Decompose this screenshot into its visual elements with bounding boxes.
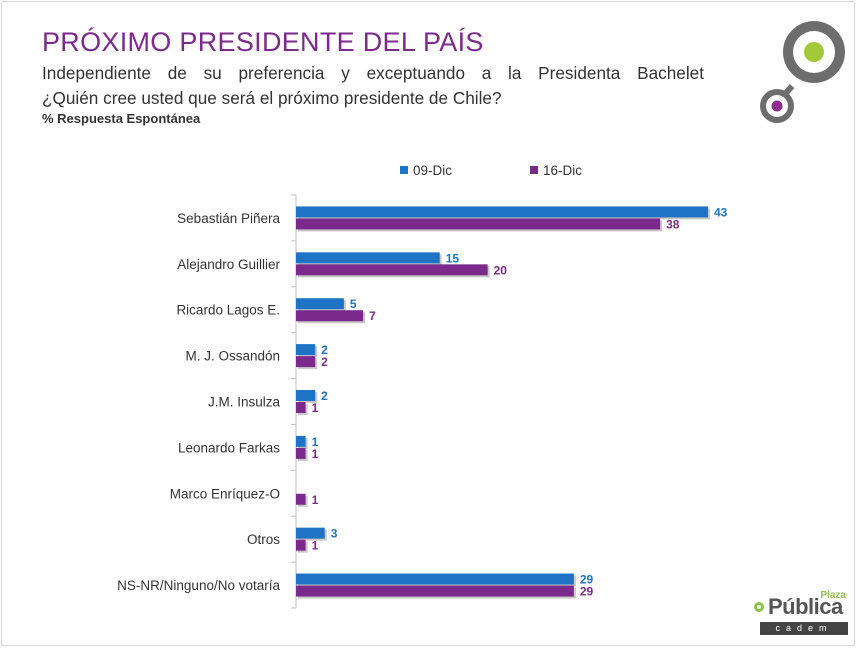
legend-swatch	[400, 166, 408, 174]
data-label: 2	[321, 389, 328, 403]
category-label: Ricardo Lagos E.	[176, 303, 280, 318]
bar-series-2	[296, 218, 661, 230]
data-label: 29	[580, 573, 594, 587]
bar-series-1	[296, 390, 316, 401]
bar-series-1	[296, 206, 708, 218]
data-label: 7	[369, 309, 376, 323]
legend-swatch	[530, 166, 538, 174]
category-axis: Sebastián Piñera Alejandro Guillier Ricard…	[117, 194, 297, 609]
bar-series-2	[296, 585, 574, 597]
logo-dot-icon	[754, 602, 764, 612]
category-label: Alejandro Guillier	[177, 257, 280, 272]
data-label: 1	[312, 447, 319, 461]
data-label: 29	[580, 585, 594, 599]
data-label: 38	[666, 217, 680, 231]
response-type-note: % Respuesta Espontánea	[42, 111, 201, 126]
logo-plaza-text: Plaza	[820, 590, 846, 601]
bar-series-1	[296, 344, 316, 356]
question-text: Independiente de su preferencia y except…	[42, 61, 704, 111]
bar-series-2	[296, 539, 306, 551]
plaza-publica-logo: Pública Plaza cadem	[752, 590, 852, 638]
category-label: Leonardo Farkas	[178, 440, 280, 455]
bar-series-2	[296, 402, 306, 413]
data-label: 2	[321, 355, 328, 369]
bar-series-1	[296, 573, 574, 585]
question-line-1: Independiente de su preferencia y except…	[42, 63, 704, 83]
bar-series-1	[296, 298, 344, 310]
legend-label: 09-Dic	[413, 163, 452, 178]
bar-series-2	[296, 310, 364, 322]
category-label: J.M. Insulza	[208, 395, 281, 410]
chart-legend: 09-Dic 16-Dic	[400, 163, 582, 178]
bar-series-2	[296, 264, 488, 276]
legend-label: 16-Dic	[543, 163, 582, 178]
bar-series-2	[296, 356, 316, 368]
data-label: 2	[321, 343, 328, 357]
bar-series-2	[296, 493, 306, 505]
data-label: 1	[312, 493, 319, 507]
data-label: 20	[494, 263, 508, 277]
logo-cadem-text: cadem	[760, 622, 848, 635]
data-label: 1	[312, 401, 319, 415]
bar-series-1	[296, 252, 440, 264]
bar-series-1	[296, 435, 306, 447]
category-label: Sebastián Piñera	[177, 211, 280, 226]
data-label: 43	[714, 205, 728, 219]
question-line-2: ¿Quién cree usted que será el próximo pr…	[42, 88, 502, 108]
bar-series-1	[296, 527, 325, 539]
data-label: 15	[446, 251, 460, 265]
data-label: 1	[312, 539, 319, 553]
bar-series-2	[296, 447, 306, 459]
category-label: Marco Enríquez-O	[170, 486, 280, 501]
category-label: NS-NR/Ninguno/No votaría	[117, 578, 280, 593]
page-title: PRÓXIMO PRESIDENTE DEL PAÍS	[42, 27, 484, 57]
data-label: 3	[331, 527, 338, 541]
data-label: 5	[350, 297, 357, 311]
category-label: Otros	[247, 532, 280, 547]
category-label: M. J. Ossandón	[185, 349, 280, 364]
data-label: 1	[312, 435, 319, 449]
cadem-logo-icon	[752, 14, 852, 134]
logo-publica-text: Pública	[768, 594, 843, 619]
